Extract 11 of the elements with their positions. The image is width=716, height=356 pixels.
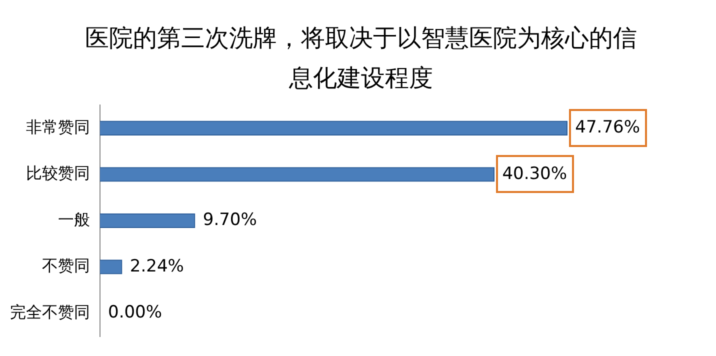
data-label: 2.24% bbox=[130, 256, 184, 276]
y-tick-label: 比较赞同 bbox=[26, 164, 90, 183]
y-tick-label: 非常赞同 bbox=[26, 117, 90, 136]
y-tick-label: 不赞同 bbox=[42, 256, 90, 276]
data-label: 0.00% bbox=[108, 302, 162, 323]
y-tick-label: 一般 bbox=[58, 210, 90, 229]
data-label: 9.70% bbox=[202, 210, 257, 230]
chart-title: 医院的第三次洗牌，将取决于以智慧医院为核心的信息化建设程度 bbox=[84, 23, 638, 94]
y-tick-label: 完全不赞同 bbox=[10, 302, 90, 322]
data-label: 47.76% bbox=[575, 118, 640, 138]
data-label: 40.30% bbox=[502, 164, 568, 184]
